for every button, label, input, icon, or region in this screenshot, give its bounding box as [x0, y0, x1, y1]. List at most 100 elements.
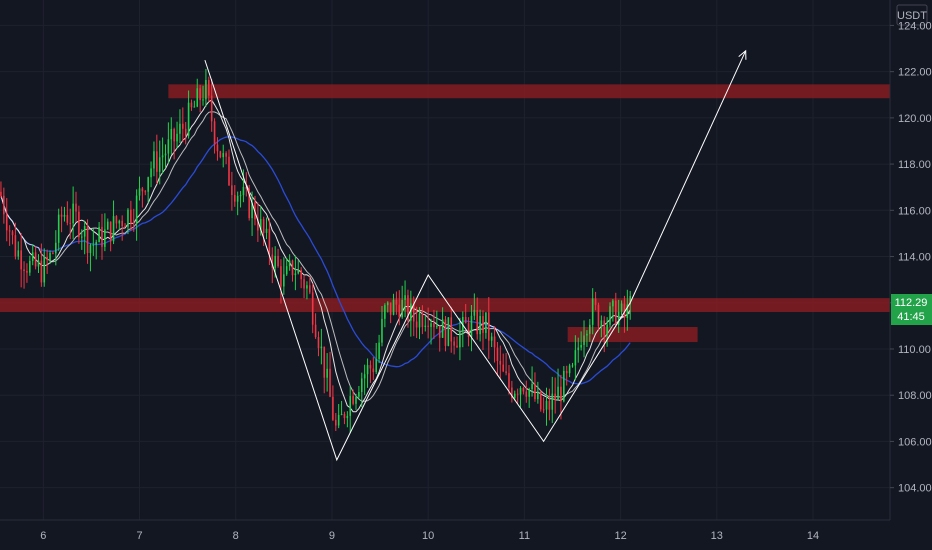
candle-body: [447, 317, 450, 346]
candle-body: [55, 242, 57, 254]
candle-body: [401, 299, 403, 318]
candle-body: [265, 228, 268, 233]
candle-body: [476, 309, 479, 335]
candle-body: [545, 400, 548, 410]
last-price-value: 112.29: [895, 297, 928, 309]
last-price-tag: 112.29 41:45: [891, 294, 932, 325]
candle-body: [190, 102, 193, 108]
candle-body: [456, 345, 458, 348]
candle-body: [586, 333, 588, 336]
candle-body: [603, 320, 606, 335]
candle-body: [311, 292, 314, 325]
y-tick-label: 110.00: [898, 344, 931, 356]
candle-body: [453, 341, 455, 346]
candle-body: [369, 365, 372, 369]
candle-body: [245, 186, 248, 189]
candle-body: [43, 257, 46, 283]
candle-body: [8, 230, 11, 232]
candle-body: [389, 302, 392, 315]
candle-body: [14, 235, 17, 257]
candle-body: [228, 156, 230, 186]
candle-body: [571, 365, 574, 367]
candle-body: [612, 300, 614, 307]
candle-body: [231, 185, 233, 196]
candle-body: [92, 244, 95, 246]
x-tick-label: 8: [233, 530, 239, 542]
candle-body: [378, 342, 380, 359]
candle-body: [450, 317, 453, 342]
candle-body: [268, 228, 271, 255]
candle-body: [135, 195, 138, 224]
candle-body: [332, 396, 334, 420]
candle-body: [216, 144, 219, 152]
candle-body: [297, 270, 300, 274]
candle-body: [395, 299, 398, 305]
candle-body: [205, 80, 207, 100]
candle-body: [271, 254, 274, 268]
slow-moving-average-line: [0, 136, 631, 385]
last-price-badge: [891, 294, 932, 325]
candle-body: [424, 325, 427, 328]
candle-body: [430, 323, 432, 327]
candle-body: [173, 129, 175, 142]
candle-body: [542, 409, 545, 411]
candle-body: [11, 231, 14, 236]
candle-body: [386, 302, 389, 306]
x-tick-label: 7: [136, 530, 142, 542]
candle-body: [86, 225, 89, 254]
candle-body: [213, 121, 216, 145]
candle-body: [418, 313, 421, 328]
candle-body: [184, 128, 187, 136]
candle-body: [441, 319, 444, 338]
medium-moving-average-line: [0, 111, 631, 402]
candle-body: [375, 358, 377, 373]
candle-body: [225, 153, 227, 157]
candle-body: [525, 391, 528, 397]
candle-body: [317, 337, 320, 349]
candle-body: [384, 305, 386, 319]
candle-body: [623, 303, 626, 318]
candle-body: [69, 222, 72, 224]
currency-button[interactable]: [896, 4, 928, 26]
candle-body: [219, 151, 222, 158]
candle-body: [326, 368, 328, 378]
candle-body: [17, 250, 20, 257]
candle-body: [557, 386, 559, 401]
candle-body: [323, 346, 326, 378]
candle-body: [404, 295, 406, 300]
candle-body: [285, 266, 288, 275]
candle-body: [537, 391, 539, 400]
candle-body: [239, 195, 242, 197]
candle-body: [528, 389, 530, 397]
candle-body: [3, 195, 5, 215]
candle-body: [358, 392, 360, 397]
candle-body: [144, 191, 147, 193]
candle-body: [381, 318, 383, 343]
candle-body: [291, 260, 294, 276]
candle-body: [522, 387, 525, 392]
candle-body: [153, 151, 155, 169]
candle-body: [132, 222, 135, 224]
candle-body: [112, 216, 115, 242]
candle-body: [179, 123, 181, 134]
candle-body: [66, 215, 69, 223]
candle-body: [277, 255, 279, 267]
candle-body: [158, 157, 161, 172]
candle-body: [124, 226, 126, 228]
projection-arrow-head: [738, 49, 747, 60]
candle-body: [37, 260, 40, 267]
candle-body: [127, 209, 129, 227]
candle-body: [415, 321, 418, 328]
candle-body: [34, 252, 37, 267]
candle-body: [147, 177, 149, 192]
candle-body: [427, 325, 429, 327]
candle-body: [306, 285, 308, 289]
candle-body: [80, 236, 83, 238]
candle-body: [493, 336, 496, 348]
candle-body: [236, 195, 239, 202]
candle-body: [597, 304, 600, 327]
candle-body: [470, 315, 473, 337]
candle-body: [75, 203, 77, 212]
candle-body: [513, 393, 516, 398]
